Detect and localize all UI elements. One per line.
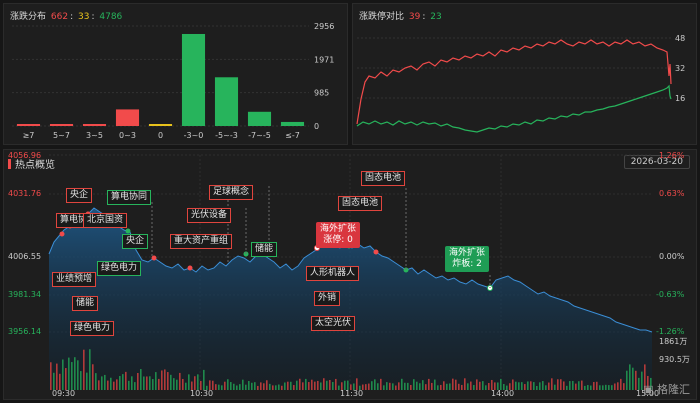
- tag-storage[interactable]: 储能: [72, 296, 99, 311]
- tag-storage-green[interactable]: 储能: [251, 242, 278, 257]
- tag-central-soe[interactable]: 央企: [66, 188, 93, 203]
- axis-left-0: 4056.96: [8, 151, 41, 160]
- x-tick-0930: 09:30: [52, 389, 75, 398]
- up-count: 662: [50, 12, 69, 22]
- limit-up-count: 39: [408, 12, 421, 22]
- dist-y-tick-0: 2956: [314, 22, 334, 31]
- axis-right-4: -1.26%: [656, 327, 685, 336]
- x-tick-1030: 10:30: [190, 389, 213, 398]
- dist-bar-7: [247, 111, 272, 126]
- limit-up-line: [356, 39, 672, 125]
- tag-export[interactable]: 外销: [314, 291, 341, 306]
- flat-count: 33: [78, 12, 90, 22]
- tag-green-power[interactable]: 绿色电力: [70, 321, 115, 336]
- volume-mid: 930.5万: [659, 355, 690, 364]
- down-count: 4786: [99, 12, 123, 22]
- dist-x-label-2: 3~5: [86, 131, 103, 140]
- limit-down-line: [356, 84, 672, 133]
- distribution-title: 涨跌分布 662: 33: 4786: [10, 12, 123, 22]
- axis-left-3: 3981.34: [8, 290, 41, 299]
- x-tick-1130: 11:30: [340, 389, 363, 398]
- tag-humanoid-robot[interactable]: 人形机器人: [306, 266, 360, 281]
- dist-x-label-5: -3~0: [184, 131, 204, 140]
- tag-solid-battery-2[interactable]: 固态电池: [338, 196, 383, 211]
- limit-y-48: 48: [675, 34, 685, 43]
- tag-restructuring[interactable]: 重大资产重组: [170, 234, 233, 249]
- tag-beijing-soe[interactable]: 北京国资: [83, 213, 128, 228]
- dist-bar-3: [115, 109, 140, 126]
- axis-left-2: 4006.55: [8, 252, 41, 261]
- index-area: [49, 208, 652, 390]
- x-tick-1400: 14:00: [491, 389, 514, 398]
- logo-icon: ▣: [643, 383, 654, 396]
- distribution-panel: 涨跌分布 662: 33: 4786 2956 1971 985 0 ≥7 5~7 3~5 0…: [3, 3, 348, 145]
- limit-chart: 48 32 16: [356, 34, 685, 133]
- tag-space-pv[interactable]: 太空光伏: [311, 316, 356, 331]
- dist-bar-2: [82, 124, 107, 126]
- tag-compute-green[interactable]: 算电协同: [107, 190, 152, 205]
- date-selector[interactable]: 2026-03-20: [623, 155, 690, 169]
- dist-x-label-1: 5~7: [53, 131, 70, 140]
- limit-down-count: 23: [430, 12, 442, 22]
- limit-title: 涨跌停对比 39: 23: [359, 12, 442, 22]
- tag-central-soe-green[interactable]: 央企: [122, 234, 149, 249]
- axis-right-1: 0.63%: [659, 189, 685, 198]
- limit-y-16: 16: [675, 94, 685, 103]
- tag-earnings[interactable]: 业绩预增: [52, 272, 97, 287]
- distribution-chart: 2956 1971 985 0 ≥7 5~7 3~5 0~3 0 -3~0 -5~-3 -7~-5 ≤-…: [12, 22, 334, 140]
- dist-y-tick-2: 985: [314, 89, 329, 98]
- limit-panel: 涨跌停对比 39: 23 48 32 16: [352, 3, 697, 145]
- dist-x-label-7: -7~-5: [248, 131, 271, 140]
- brand-logo: ▣ 格隆汇: [643, 383, 690, 396]
- axis-right-3: -0.63%: [656, 290, 685, 299]
- dist-x-label-4: 0: [158, 131, 163, 140]
- dist-y-tick-1: 1971: [314, 55, 334, 64]
- dist-x-label-3: 0~3: [119, 131, 136, 140]
- intraday-chart: 4056.96 4031.76 4006.55 3981.34 3956.14 …: [8, 151, 690, 398]
- dist-bar-1: [49, 124, 74, 126]
- volume-bars: [50, 349, 652, 390]
- hot-overview-title: 热点概览: [8, 156, 55, 171]
- tag-solid-battery-1[interactable]: 固态电池: [361, 171, 406, 186]
- axis-right-0: 1.26%: [659, 151, 685, 160]
- tag-green-power-green[interactable]: 绿色电力: [97, 261, 142, 276]
- dist-y-tick-3: 0: [314, 122, 319, 131]
- callout-broken[interactable]: 海外扩张 炸板: 2: [445, 246, 490, 272]
- dist-x-label-8: ≤-7: [285, 131, 300, 140]
- dist-bar-6: [214, 77, 239, 126]
- axis-right-2: 0.00%: [659, 252, 685, 261]
- hot-overview-panel: 热点概览 2026-03-20: [3, 149, 697, 400]
- x-tick-1500: 15:00: [636, 389, 659, 398]
- tag-football[interactable]: 足球概念: [209, 185, 254, 200]
- limit-y-32: 32: [675, 64, 685, 73]
- axis-left-1: 4031.76: [8, 189, 41, 198]
- dist-bar-0: [16, 124, 41, 126]
- dist-x-label-0: ≥7: [23, 131, 35, 140]
- tag-pv-equipment[interactable]: 光伏设备: [187, 208, 232, 223]
- callout-limit-up[interactable]: 海外扩张 涨停: 0: [316, 222, 361, 248]
- axis-left-4: 3956.14: [8, 327, 41, 336]
- dist-bar-5: [181, 33, 206, 126]
- dist-bar-4: [148, 124, 173, 126]
- volume-max: 1861万: [659, 337, 687, 346]
- dist-x-label-6: -5~-3: [215, 131, 238, 140]
- dist-bar-8: [280, 121, 305, 126]
